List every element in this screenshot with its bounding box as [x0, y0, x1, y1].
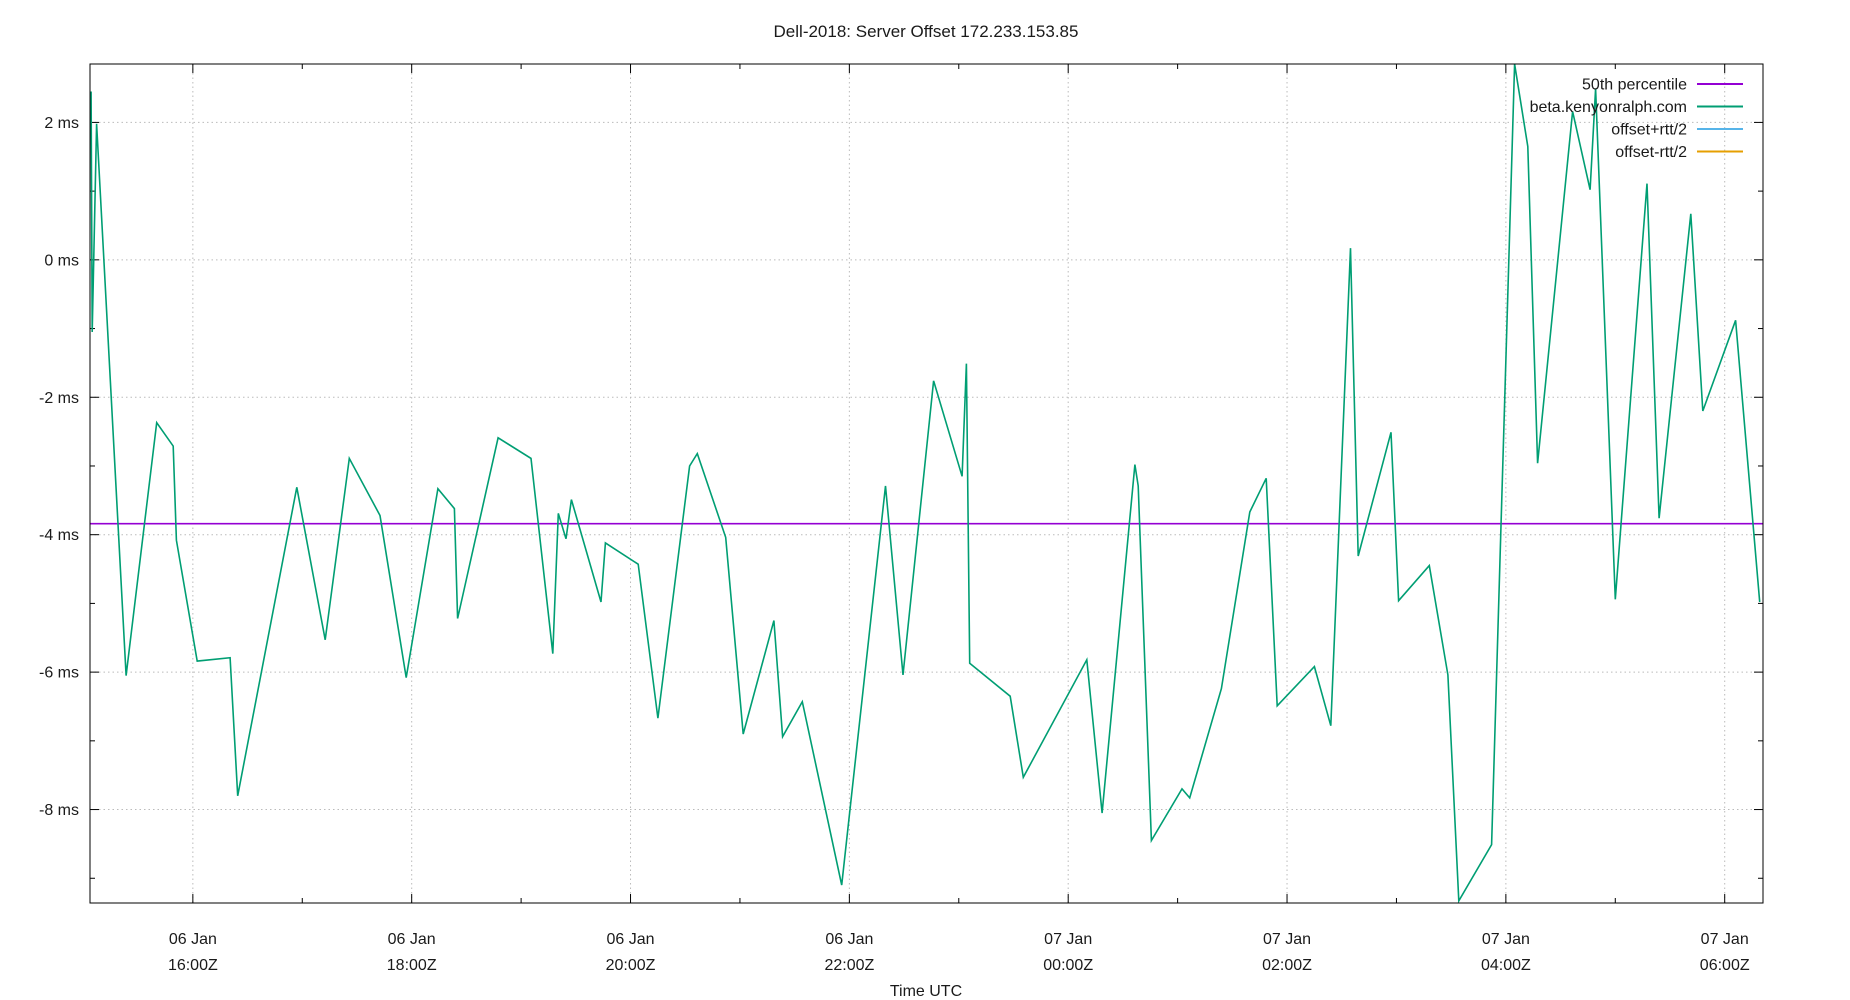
x-tick-label-date: 06 Jan	[388, 931, 436, 948]
x-tick-label-time: 04:00Z	[1481, 957, 1531, 974]
x-tick-label-date: 06 Jan	[607, 931, 655, 948]
legend-label: offset-rtt/2	[1615, 144, 1687, 161]
x-tick-label-time: 20:00Z	[606, 957, 656, 974]
y-tick-label: -4 ms	[39, 527, 79, 544]
x-tick-label-date: 06 Jan	[169, 931, 217, 948]
x-tick-label-time: 18:00Z	[387, 957, 437, 974]
grid-layer	[90, 64, 1763, 903]
x-tick-label-time: 06:00Z	[1700, 957, 1750, 974]
x-tick-label-time: 16:00Z	[168, 957, 218, 974]
plot-border	[89, 63, 1764, 904]
y-tick-label: -6 ms	[39, 665, 79, 682]
x-tick-label-time: 22:00Z	[824, 957, 874, 974]
x-tick-label-time: 00:00Z	[1043, 957, 1093, 974]
chart-title: Dell-2018: Server Offset 172.233.153.85	[774, 22, 1079, 41]
x-tick-label-time: 02:00Z	[1262, 957, 1312, 974]
legend-label: 50th percentile	[1582, 77, 1687, 94]
tick-layer	[90, 64, 1763, 903]
x-axis-title: Time UTC	[890, 983, 962, 1000]
legend-label: beta.kenyonralph.com	[1530, 99, 1687, 116]
y-tick-label: -8 ms	[39, 802, 79, 819]
x-tick-label-date: 06 Jan	[825, 931, 873, 948]
y-tick-label: 0 ms	[44, 252, 79, 269]
series-layer	[90, 63, 1763, 904]
y-tick-label: -2 ms	[39, 390, 79, 407]
axis-label-layer: 06 Jan 16:00Z 06 Jan 18:00Z 06 Jan 20:00Z 06 J…	[39, 115, 1750, 974]
x-tick-label-date: 07 Jan	[1044, 931, 1092, 948]
legend-label: offset+rtt/2	[1611, 122, 1687, 139]
offset-series-line	[90, 63, 1761, 904]
legend: 50th percentile beta.kenyonralph.com offse…	[1530, 77, 1743, 161]
x-tick-label-date: 07 Jan	[1263, 931, 1311, 948]
x-tick-label-date: 07 Jan	[1701, 931, 1749, 948]
y-tick-label: 2 ms	[44, 115, 79, 132]
x-tick-label-date: 07 Jan	[1482, 931, 1530, 948]
